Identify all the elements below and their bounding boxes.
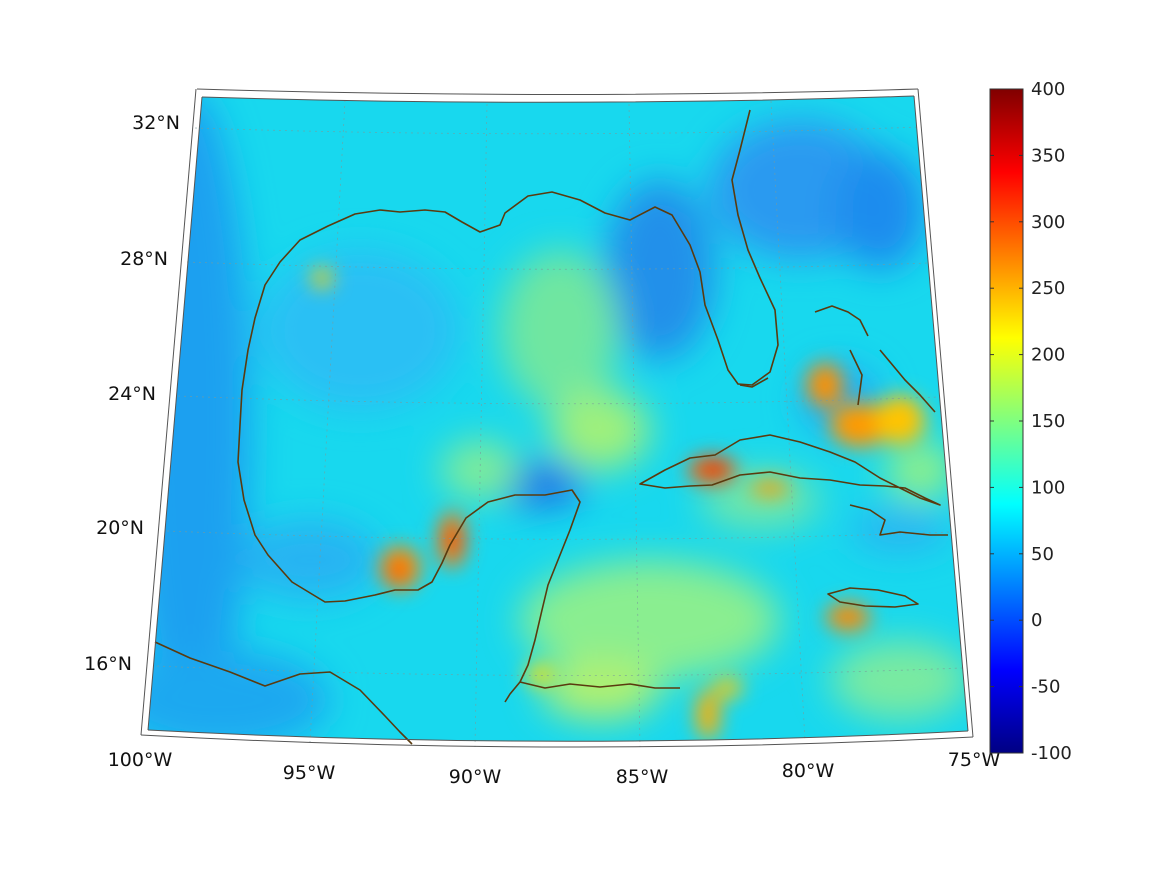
lat-label-16: 16°N <box>84 653 132 675</box>
lon-label-95: 95°W <box>283 762 336 784</box>
lat-label-28: 28°N <box>120 248 168 270</box>
colorbar: 400 350 300 250 200 150 100 50 0 -50 -100 <box>989 79 1072 764</box>
lon-label-85: 85°W <box>616 766 669 788</box>
lon-label-100: 100°W <box>108 749 173 771</box>
colorbar-label: 300 <box>1031 212 1065 233</box>
latitude-labels: 32°N 28°N 24°N 20°N 16°N <box>84 112 180 675</box>
colorbar-label: 400 <box>1031 79 1065 100</box>
coastline <box>154 109 948 745</box>
map-frame <box>140 88 974 748</box>
colorbar-gradient <box>989 88 1024 754</box>
lon-label-80: 80°W <box>782 760 835 782</box>
colorbar-label: 100 <box>1031 477 1065 498</box>
colorbar-label: -100 <box>1031 743 1072 764</box>
colorbar-label: 50 <box>1031 544 1054 565</box>
colorbar-label: 0 <box>1031 610 1042 631</box>
lon-label-90: 90°W <box>449 766 502 788</box>
graticule <box>156 99 963 748</box>
colorbar-label: 350 <box>1031 145 1065 166</box>
lat-label-24: 24°N <box>108 383 156 405</box>
colorbar-label: 250 <box>1031 278 1065 299</box>
longitude-labels: 100°W 95°W 90°W 85°W 80°W 75°W <box>108 749 1001 788</box>
lat-label-32: 32°N <box>132 112 180 134</box>
colorbar-label: -50 <box>1031 677 1060 698</box>
lat-label-20: 20°N <box>96 517 144 539</box>
colorbar-label: 150 <box>1031 411 1065 432</box>
data-field <box>148 96 968 742</box>
colorbar-labels: 400 350 300 250 200 150 100 50 0 -50 -100 <box>1031 79 1072 764</box>
colorbar-ticks <box>990 88 1023 754</box>
colorbar-label: 200 <box>1031 345 1065 366</box>
lon-label-75: 75°W <box>948 749 1001 771</box>
